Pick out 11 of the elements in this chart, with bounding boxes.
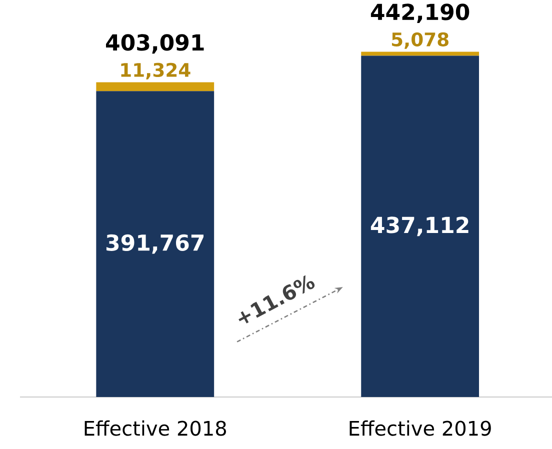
data-label: 437,112 <box>370 216 468 236</box>
total-label: 442,190 <box>370 4 470 24</box>
bar <box>96 91 214 397</box>
data-label: 391,767 <box>106 234 204 254</box>
x-tick-label: Effective 2018 <box>84 420 226 436</box>
data-label: 5,078 <box>392 32 448 49</box>
x-tick-label: Effective 2019 <box>350 420 491 436</box>
bar <box>96 82 214 92</box>
bar <box>361 56 480 397</box>
data-label: 11,324 <box>121 62 190 80</box>
total-label: 403,091 <box>106 34 204 54</box>
